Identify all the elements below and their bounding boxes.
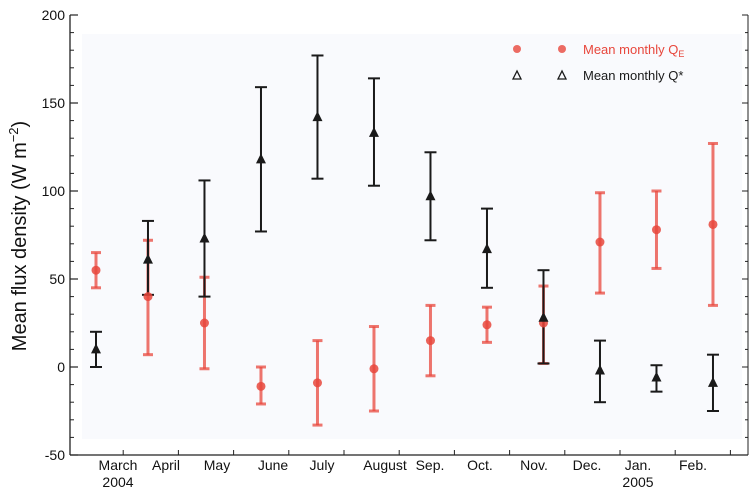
qstar-marker <box>651 371 662 382</box>
qstar-marker <box>538 311 549 322</box>
qe-marker <box>369 364 379 374</box>
x-tick-label: March <box>99 457 138 473</box>
qstar-marker <box>91 343 101 354</box>
y-tick-label: 150 <box>42 95 66 111</box>
y-tick-label: 100 <box>42 183 66 199</box>
y-tick-label: 0 <box>57 359 65 375</box>
x-tick-label: Nov. <box>520 457 548 473</box>
legend-qe-label-subscript: E <box>678 49 684 59</box>
qe-marker <box>256 381 266 391</box>
qstar-marker <box>142 253 153 264</box>
legend-qstar-marker-1 <box>511 69 523 80</box>
y-tick-label: 50 <box>49 271 65 287</box>
x-tick-label: July <box>310 457 335 473</box>
qe-marker <box>312 378 322 388</box>
qe-marker <box>708 219 718 229</box>
qstar-marker <box>425 190 436 201</box>
y-tick-label: 200 <box>42 7 66 23</box>
y-axis-title-text: Mean flux density (W m <box>9 142 31 351</box>
qstar-marker <box>199 232 210 243</box>
x-tick-label: August <box>363 457 407 473</box>
x-tick-label: May <box>204 457 230 473</box>
x-tick-label: April <box>152 457 180 473</box>
legend-qstar-label: Mean monthly Q* <box>583 68 683 83</box>
qstar-marker <box>481 243 492 254</box>
legend: Mean monthly QE Mean monthly Q* <box>511 42 684 83</box>
qstar-marker <box>255 153 266 164</box>
qstar-marker <box>368 126 379 137</box>
y-axis-title-superscript: −2 <box>6 127 21 142</box>
qe-marker <box>143 292 153 302</box>
qstar-marker <box>312 111 323 122</box>
qe-marker <box>595 237 605 247</box>
marker-layer <box>91 111 718 391</box>
x-tick-label: Oct. <box>467 457 493 473</box>
qstar-marker <box>707 376 718 387</box>
x-tick-label: Jan. <box>625 457 651 473</box>
year-label: 2005 <box>622 474 653 489</box>
qstar-marker <box>594 364 605 375</box>
qe-marker <box>425 336 435 346</box>
y-tick-label: -50 <box>45 447 65 463</box>
qe-marker <box>91 265 101 275</box>
qe-marker <box>482 320 492 330</box>
legend-qe-label-main: Mean monthly Q <box>583 42 678 57</box>
axes-layer: -50 0 50 100 150 200 March April May June July Augu… <box>42 7 749 489</box>
y-axis-title-close: ) <box>9 121 31 128</box>
year-label: 2004 <box>102 474 133 489</box>
x-tick-label: June <box>258 457 289 473</box>
x-tick-label: Sep. <box>416 457 445 473</box>
y-axis-title: Mean flux density (W m−2) <box>6 121 31 351</box>
legend-qe-marker-2 <box>558 45 566 53</box>
legend-qe-label: Mean monthly QE <box>583 42 684 59</box>
plot-background <box>82 34 742 439</box>
legend-qe-marker-1 <box>513 45 521 53</box>
qe-marker <box>651 225 661 235</box>
x-tick-label: Feb. <box>679 457 707 473</box>
legend-qstar-marker-2 <box>556 69 568 80</box>
x-tick-label: Dec. <box>573 457 602 473</box>
qe-marker <box>199 318 209 328</box>
